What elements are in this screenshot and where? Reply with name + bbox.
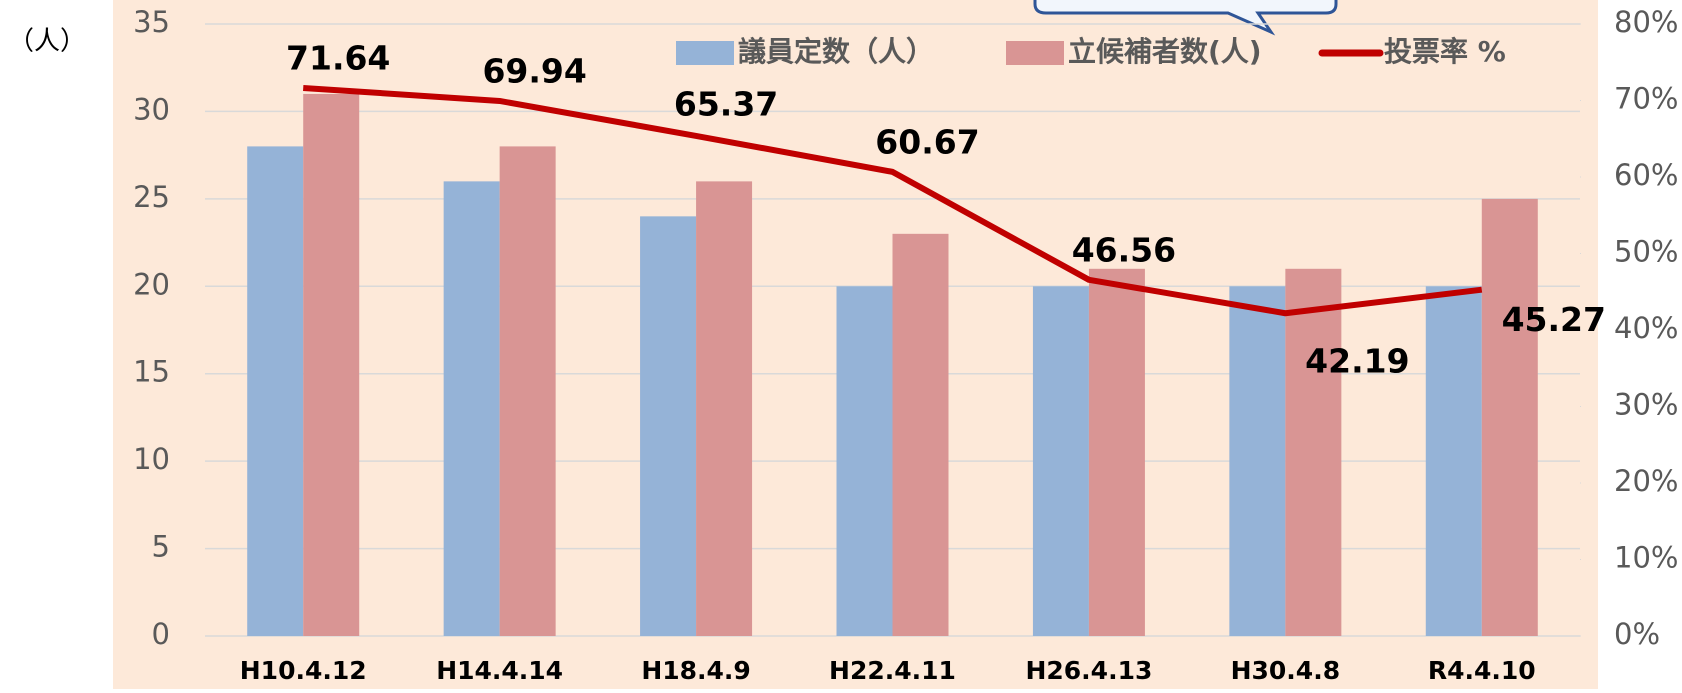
bar (499, 146, 556, 636)
x-tick-label: H10.4.12 (240, 656, 367, 685)
legend-swatch (676, 41, 734, 65)
bar (1285, 268, 1342, 636)
bar (247, 146, 304, 636)
data-label: 42.19 (1305, 342, 1409, 381)
bar (1088, 268, 1145, 636)
bar (303, 93, 360, 636)
legend-label: 議員定数（人） (738, 35, 934, 68)
bar (1229, 286, 1286, 636)
x-tick-label: R4.4.10 (1428, 656, 1536, 685)
y-tick-label: 15 (133, 355, 170, 389)
bar (1481, 198, 1538, 636)
y-tick-label: 30 (133, 92, 170, 126)
legend-swatch (1006, 41, 1064, 65)
bar (892, 233, 949, 637)
y2-tick-label: 30% (1614, 388, 1678, 422)
data-label: 46.56 (1072, 230, 1176, 269)
data-label: 60.67 (875, 122, 979, 161)
y2-tick-label: 0% (1614, 617, 1660, 651)
y-tick-label: 35 (133, 5, 170, 39)
legend-label: 立候補者数(人) (1068, 35, 1262, 68)
x-tick-label: H26.4.13 (1025, 656, 1152, 685)
legend-label: 投票率 % (1384, 35, 1506, 68)
y2-tick-label: 50% (1614, 235, 1678, 269)
bar (1032, 286, 1089, 636)
y-tick-label: 25 (133, 180, 170, 214)
y2-tick-label: 70% (1614, 82, 1678, 116)
bar (696, 181, 753, 636)
x-tick-label: H30.4.8 (1231, 656, 1341, 685)
bar (640, 216, 697, 637)
line (303, 84, 1483, 317)
y2-tick-label: 80% (1614, 5, 1678, 39)
x-tick-label: H14.4.14 (436, 656, 563, 685)
y-axis-label: （人） (8, 27, 86, 57)
y2-tick-label: 60% (1614, 158, 1678, 192)
y2-tick-label: 10% (1614, 541, 1678, 575)
bar (443, 181, 500, 636)
data-label: 65.37 (674, 84, 778, 123)
y2-tick-label: 20% (1614, 464, 1678, 498)
bar (836, 286, 893, 636)
y2-tick-label: 40% (1614, 311, 1678, 345)
data-label: 69.94 (482, 51, 586, 90)
y-tick-label: 20 (133, 267, 170, 301)
x-tick-label: H18.4.9 (641, 656, 751, 685)
data-label: 45.27 (1502, 300, 1606, 339)
x-tick-label: H22.4.11 (829, 656, 956, 685)
y-tick-label: 0 (152, 617, 170, 651)
data-label: 71.64 (286, 38, 390, 77)
y-tick-label: 10 (133, 442, 170, 476)
y-tick-label: 5 (152, 530, 170, 564)
bar (1425, 286, 1482, 636)
